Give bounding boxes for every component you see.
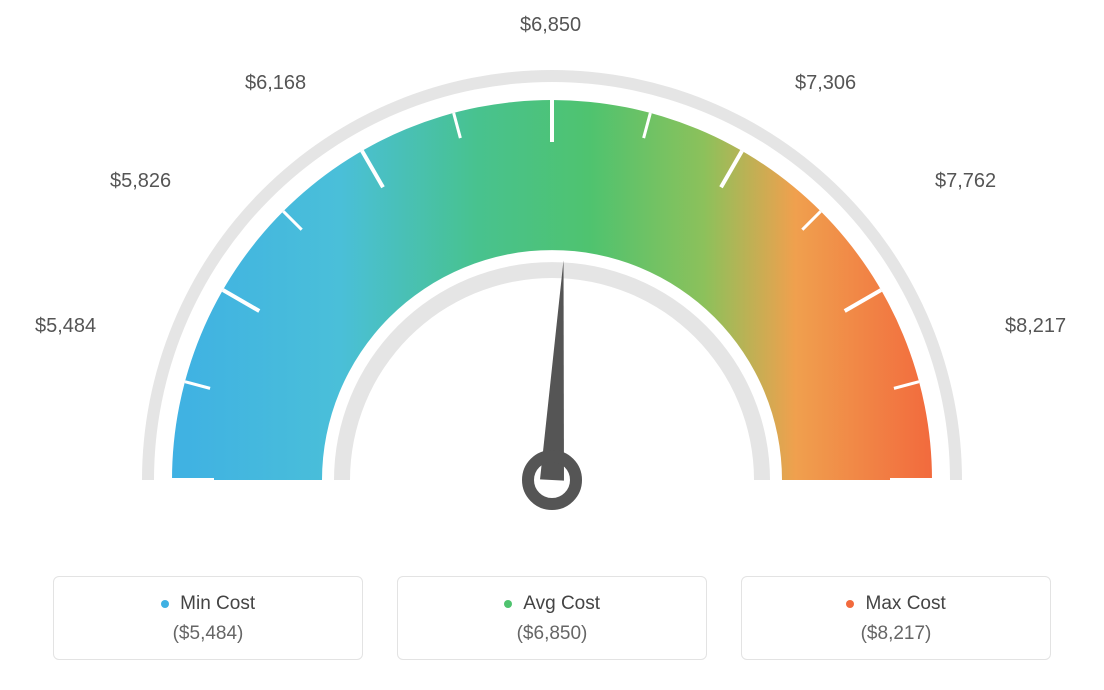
tick-label-1: $5,826: [110, 170, 171, 193]
legend-dot-max: [846, 600, 854, 608]
tick-label-3: $6,850: [520, 14, 581, 37]
gauge-area: $5,484 $5,826 $6,168 $6,850 $7,306 $7,76…: [0, 0, 1104, 550]
legend-dot-min: [161, 600, 169, 608]
tick-label-6: $8,217: [1005, 315, 1066, 338]
legend-row: Min Cost ($5,484) Avg Cost ($6,850) Max …: [0, 576, 1104, 660]
cost-gauge-widget: $5,484 $5,826 $6,168 $6,850 $7,306 $7,76…: [0, 0, 1104, 690]
legend-value-avg: ($6,850): [398, 623, 706, 645]
legend-dot-avg: [504, 600, 512, 608]
legend-value-max: ($8,217): [742, 623, 1050, 645]
legend-label-min: Min Cost: [180, 593, 255, 614]
legend-label-max: Max Cost: [866, 593, 946, 614]
legend-card-min: Min Cost ($5,484): [53, 576, 363, 660]
gauge-svg: [92, 50, 1012, 540]
tick-label-2: $6,168: [245, 72, 306, 95]
tick-label-5: $7,762: [935, 170, 996, 193]
legend-label-avg: Avg Cost: [523, 593, 600, 614]
tick-label-0: $5,484: [35, 315, 96, 338]
legend-card-avg: Avg Cost ($6,850): [397, 576, 707, 660]
tick-label-4: $7,306: [795, 72, 856, 95]
legend-value-min: ($5,484): [54, 623, 362, 645]
legend-card-max: Max Cost ($8,217): [741, 576, 1051, 660]
needle: [540, 260, 564, 480]
